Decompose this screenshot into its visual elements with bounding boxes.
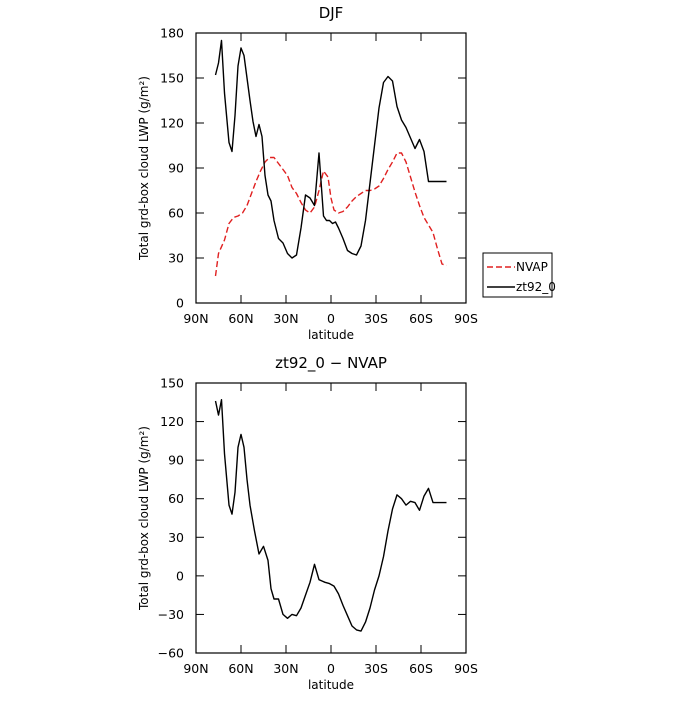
y-tick-label: 150 [160, 376, 184, 391]
y-tick-label: 30 [168, 530, 184, 545]
chart-title: DJF [319, 4, 344, 22]
plot-frame [195, 32, 467, 304]
y-tick-label: 90 [168, 161, 184, 176]
x-tick-label: 30S [364, 311, 388, 326]
x-tick-label: 0 [327, 311, 335, 326]
x-tick-label: 30S [364, 661, 388, 676]
legend-label: NVAP [516, 260, 548, 274]
x-tick-label: 30N [273, 311, 298, 326]
x-axis-label: latitude [308, 678, 354, 692]
y-tick-label: 120 [160, 414, 184, 429]
x-tick-label: 0 [327, 661, 335, 676]
x-tick-label: 60N [228, 661, 253, 676]
x-tick-label: 60S [409, 311, 433, 326]
series-line-NVAP [214, 152, 447, 277]
plot-frame [195, 382, 467, 654]
series-line-difference [214, 399, 447, 632]
legend-box [482, 252, 553, 298]
x-axis-label: latitude [308, 328, 354, 342]
y-tick-label: 120 [160, 116, 184, 131]
x-tick-label: 60S [409, 661, 433, 676]
x-tick-label: 60N [228, 311, 253, 326]
y-tick-label: 180 [160, 26, 184, 41]
chart-title: zt92_0 − NVAP [275, 354, 387, 373]
y-tick-label: 0 [176, 296, 184, 311]
y-tick-label: 60 [168, 206, 184, 221]
x-tick-label: 90N [183, 311, 208, 326]
y-tick-label: −30 [158, 607, 184, 622]
series-line-zt92_0 [214, 39, 447, 259]
x-tick-label: 90N [183, 661, 208, 676]
y-tick-label: 60 [168, 491, 184, 506]
x-tick-label: 90S [454, 311, 478, 326]
y-axis-label: Total grd-box cloud LWP (g/m²) [137, 76, 151, 261]
x-tick-label: 90S [454, 661, 478, 676]
y-tick-label: 0 [176, 568, 184, 583]
y-tick-label: 90 [168, 453, 184, 468]
y-tick-label: −60 [158, 646, 184, 661]
x-tick-label: 30N [273, 661, 298, 676]
legend-label: zt92_0 [516, 280, 556, 294]
y-axis-label: Total grd-box cloud LWP (g/m²) [137, 426, 151, 611]
y-tick-label: 150 [160, 71, 184, 86]
y-tick-label: 30 [168, 251, 184, 266]
